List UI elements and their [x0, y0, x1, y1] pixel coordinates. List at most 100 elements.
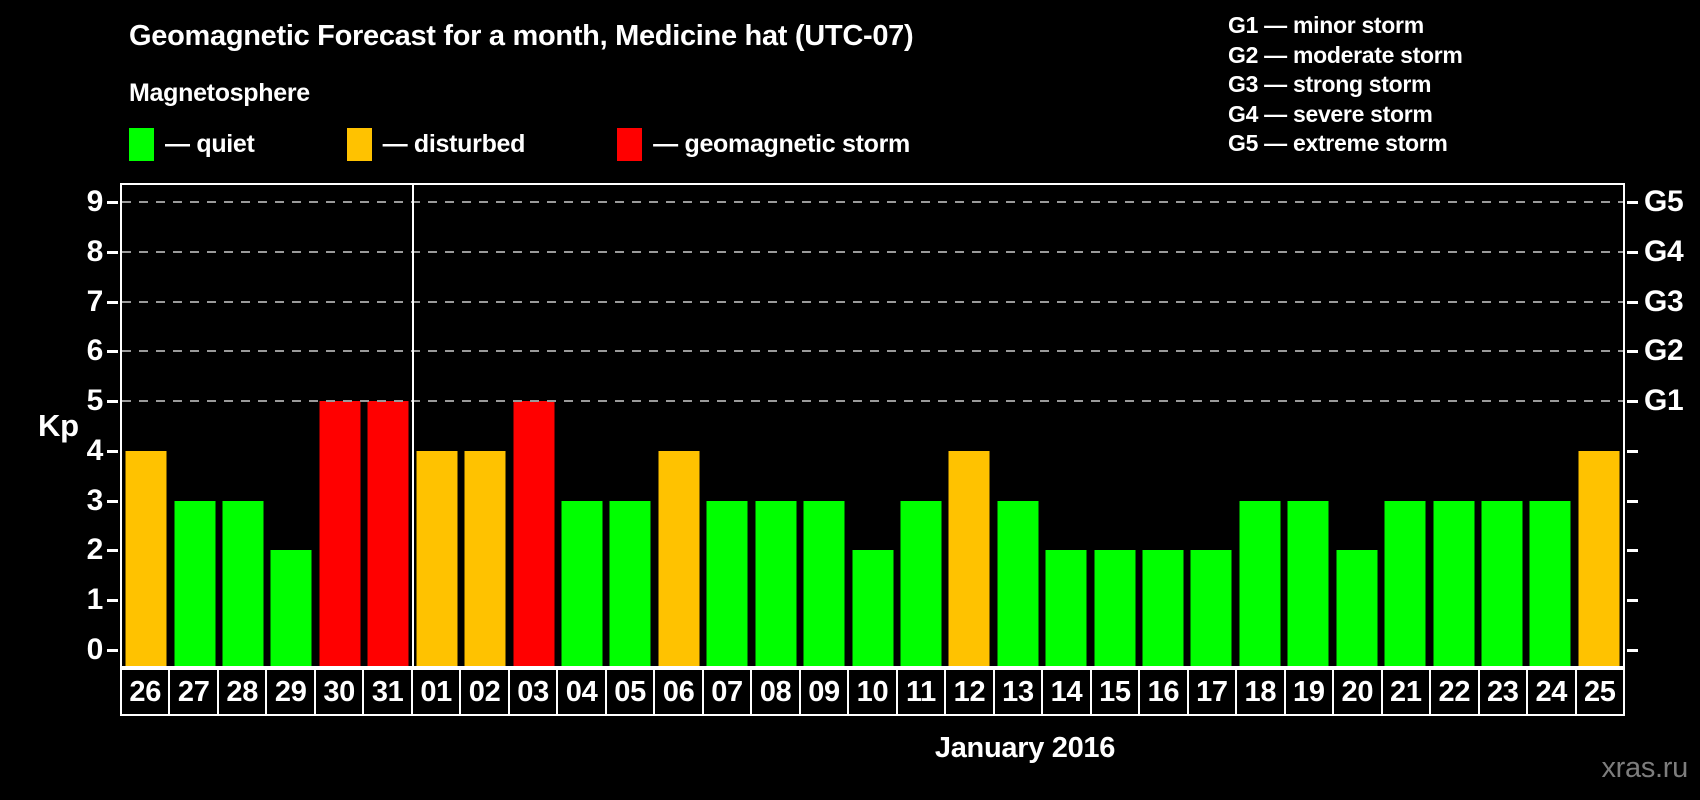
day-cell-19: 19 — [1283, 668, 1335, 716]
gridline-kp-7 — [122, 301, 1623, 303]
g-level-label-g1: G1 — [1644, 384, 1684, 417]
bar-slot-day-17 — [1187, 185, 1235, 666]
day-cell-10: 10 — [847, 668, 898, 716]
bar-slot-day-20 — [1333, 185, 1381, 666]
storm-swatch-icon — [617, 128, 643, 161]
kp-bar-day-11 — [900, 501, 942, 666]
bar-slot-day-23 — [1478, 185, 1526, 666]
kp-bar-day-19 — [1287, 501, 1329, 666]
gridline-kp-9 — [122, 201, 1623, 203]
day-cell-27: 27 — [168, 668, 219, 716]
gridline-kp-8 — [122, 251, 1623, 253]
bar-slot-day-04 — [558, 185, 606, 666]
kp-bar-day-13 — [997, 501, 1039, 666]
y-axis-tick-label-5: 5 — [86, 384, 104, 417]
g-scale-legend-line-2: G2 — moderate storm — [1228, 41, 1463, 68]
day-cell-18: 18 — [1235, 668, 1286, 716]
day-cell-03: 03 — [507, 668, 559, 716]
legend-label-disturbed: — disturbed — [382, 130, 526, 158]
bar-slot-day-03 — [509, 185, 557, 666]
kp-bar-day-05 — [609, 501, 651, 666]
y-axis-tick-label-8: 8 — [86, 235, 104, 268]
bar-slot-day-10 — [848, 185, 896, 666]
bar-slot-day-21 — [1381, 185, 1429, 666]
y-axis-tick-6 — [107, 350, 118, 353]
bar-slot-day-29 — [267, 185, 315, 666]
day-cell-28: 28 — [216, 668, 268, 716]
y-axis-tick-label-1: 1 — [86, 583, 104, 616]
legend-item-quiet: — quiet — [129, 128, 255, 161]
g-level-label-g5: G5 — [1644, 185, 1684, 218]
kp-bar-day-26 — [125, 451, 167, 666]
bar-slot-day-08 — [751, 185, 799, 666]
y-axis-tick-label-2: 2 — [86, 533, 104, 566]
bar-slot-day-26 — [122, 185, 170, 666]
kp-bar-day-08 — [755, 501, 797, 666]
day-cell-29: 29 — [265, 668, 316, 716]
day-cell-06: 06 — [653, 668, 704, 716]
y-axis-tick-label-7: 7 — [86, 285, 104, 318]
day-cell-23: 23 — [1477, 668, 1529, 716]
kp-bar-day-03 — [513, 401, 555, 666]
g-scale-legend: G1 — minor storm G2 — moderate storm G3 — … — [1228, 11, 1463, 159]
month-label: January 2016 — [934, 732, 1116, 764]
disturbed-swatch-icon — [346, 128, 372, 161]
day-cell-16: 16 — [1138, 668, 1189, 716]
right-axis-tick-5 — [1627, 400, 1638, 403]
g-level-label-g2: G2 — [1644, 334, 1684, 367]
day-cell-12: 12 — [944, 668, 995, 716]
g-scale-legend-line-1: G1 — minor storm — [1228, 12, 1424, 38]
bar-slot-day-05 — [606, 185, 654, 666]
day-cell-25: 25 — [1574, 668, 1626, 716]
g-level-label-g3: G3 — [1644, 285, 1684, 318]
bar-slot-day-22 — [1429, 185, 1477, 666]
bar-slot-day-02 — [461, 185, 509, 666]
bar-slots — [122, 185, 1623, 666]
bar-slot-day-30 — [316, 185, 364, 666]
bar-slot-day-15 — [1090, 185, 1138, 666]
day-cell-24: 24 — [1526, 668, 1577, 716]
plot-area: 0 1 2 3 4 5 6 7 8 9 G1 G2 G3 G4 G5 — [87, 183, 1684, 668]
g-scale-legend-line-5: G5 — extreme storm — [1228, 130, 1448, 156]
day-cell-14: 14 — [1041, 668, 1092, 716]
kp-bar-day-25 — [1578, 451, 1620, 666]
day-cell-07: 07 — [701, 668, 753, 716]
kp-bar-day-12 — [948, 451, 990, 666]
bar-slot-day-12 — [945, 185, 993, 666]
day-cell-20: 20 — [1332, 668, 1383, 716]
bar-slot-day-13 — [994, 185, 1042, 666]
right-axis-tick-4 — [1627, 450, 1638, 453]
gridline-kp-5 — [122, 400, 1623, 402]
bar-slot-day-14 — [1042, 185, 1090, 666]
day-cell-22: 22 — [1429, 668, 1480, 716]
magnetosphere-legend: — quiet — disturbed — geomagnetic storm — [129, 128, 910, 161]
day-cell-15: 15 — [1089, 668, 1141, 716]
kp-bar-day-07 — [706, 501, 748, 666]
kp-bar-day-21 — [1384, 501, 1426, 666]
y-axis-tick-7 — [107, 301, 118, 304]
bar-slot-day-11 — [897, 185, 945, 666]
kp-bar-day-02 — [464, 451, 506, 666]
gridline-kp-6 — [122, 350, 1623, 352]
y-axis-tick-5 — [107, 400, 118, 403]
legend-label-storm: — geomagnetic storm — [653, 130, 910, 158]
g-scale-legend-line-4: G4 — severe storm — [1228, 100, 1433, 127]
y-axis-tick-label-0: 0 — [86, 633, 104, 666]
y-axis-tick-label-3: 3 — [86, 484, 104, 517]
day-cell-02: 02 — [459, 668, 510, 716]
day-cell-21: 21 — [1380, 668, 1432, 716]
day-cell-09: 09 — [798, 668, 850, 716]
y-axis-tick-label-4: 4 — [86, 434, 104, 467]
magnetosphere-label: Magnetosphere — [129, 79, 310, 107]
day-cell-30: 30 — [313, 668, 365, 716]
kp-bar-day-30 — [319, 401, 361, 666]
kp-bar-day-18 — [1239, 501, 1281, 666]
g-scale-legend-line-3: G3 — strong storm — [1228, 71, 1432, 97]
y-axis-tick-3 — [107, 500, 118, 503]
legend-item-storm: — geomagnetic storm — [617, 128, 910, 161]
kp-bar-day-14 — [1045, 550, 1087, 666]
day-cell-04: 04 — [556, 668, 607, 716]
right-axis-tick-2 — [1627, 549, 1638, 552]
right-axis-tick-1 — [1627, 599, 1638, 602]
kp-bar-day-27 — [174, 501, 216, 666]
